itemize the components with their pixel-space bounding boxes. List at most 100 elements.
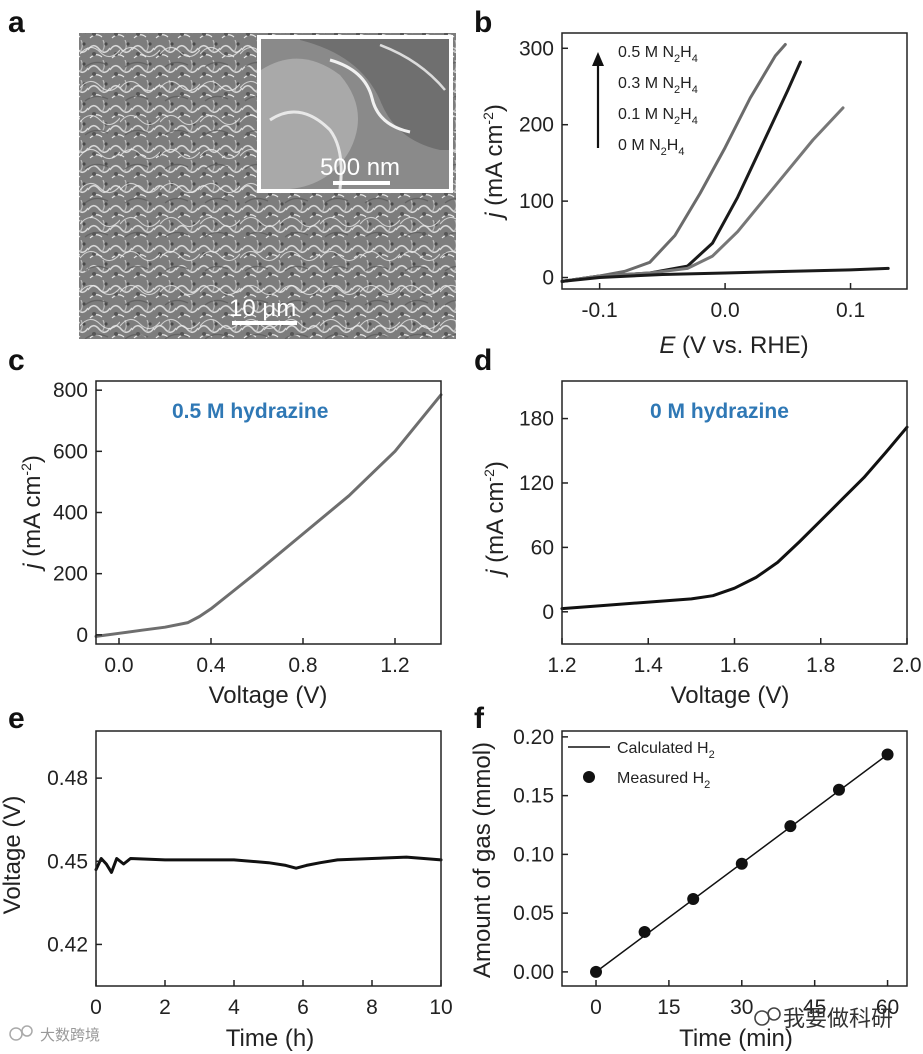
chart-d-xtick-label: 1.2 bbox=[547, 654, 576, 677]
chart-b-legend-entry: 0.5 M N2H4 bbox=[618, 44, 698, 65]
chart-b-ytick-label: 0 bbox=[542, 267, 554, 290]
chart-f-point bbox=[638, 925, 651, 938]
chart-d-xtick-label: 1.4 bbox=[634, 654, 664, 677]
chart-d-xtick-label: 1.6 bbox=[720, 654, 749, 677]
chart-e-xtick-label: 10 bbox=[429, 996, 452, 1019]
chart-b-series-3-line bbox=[560, 266, 890, 283]
chart-f-legend: Calculated H2 Measured H2 bbox=[568, 740, 715, 791]
chart-f-xtick-label: 15 bbox=[657, 996, 680, 1019]
chart-e-ytick-label: 0.48 bbox=[47, 767, 88, 790]
chart-b-ytick-label: 300 bbox=[519, 37, 554, 60]
panel-label-e: e bbox=[8, 702, 25, 735]
chart-d-xtick-label: 2.0 bbox=[892, 654, 921, 677]
chart-c-ytick-label: 200 bbox=[53, 563, 88, 586]
chart-b-legend: 0.5 M N2H4 0.3 M N2H4 0.1 M N2H4 0 M N2H4 bbox=[592, 44, 698, 158]
chart-b-legend-entry: 0.3 M N2H4 bbox=[618, 75, 698, 96]
chart-e-xtick-label: 0 bbox=[90, 996, 102, 1019]
chart-e-xtick-label: 2 bbox=[159, 996, 171, 1019]
chart-b-series-2-line bbox=[560, 106, 845, 283]
watermark-right: 我要做科研 bbox=[754, 1006, 893, 1031]
watermark-left: 大数跨境 bbox=[9, 1025, 100, 1044]
panel-label-c: c bbox=[8, 344, 25, 377]
chart-b-ticks: -0.1 0.0 0.1 0 100 200 300 bbox=[519, 37, 865, 322]
chart-d-ylabel: j (mA cm-2) bbox=[481, 461, 509, 578]
chart-c-series-0-line bbox=[94, 393, 443, 638]
panel-a: a 500 nm 10 μm bbox=[8, 6, 456, 339]
panel-label-f: f bbox=[474, 702, 485, 735]
chart-b-ylabel: j (mA cm-2) bbox=[480, 104, 508, 221]
chart-b: -0.1 0.0 0.1 0 100 200 300 0.5 M N2H4 0.3 M N2H… bbox=[480, 32, 908, 359]
panel-label-a: a bbox=[8, 6, 25, 39]
inset-scale-label: 500 nm bbox=[320, 154, 400, 181]
main-scale-bar bbox=[232, 321, 297, 325]
chart-f-xtick-label: 60 bbox=[876, 996, 899, 1019]
chart-e-xtick-label: 4 bbox=[228, 996, 240, 1019]
chart-f-xlabel: Time (min) bbox=[679, 1025, 793, 1052]
chart-c-xtick-label: 0.4 bbox=[196, 654, 226, 677]
chart-d-xtick-label: 1.8 bbox=[806, 654, 835, 677]
chart-c-ytick-label: 600 bbox=[53, 440, 88, 463]
chart-d-series-0-line bbox=[560, 425, 909, 611]
chart-f-ytick-label: 0.20 bbox=[513, 726, 554, 749]
inset-scale-bar bbox=[333, 181, 390, 185]
chart-d: 1.2 1.4 1.6 1.8 2.0 0 60 120 180 0 M hydrazine V… bbox=[481, 380, 922, 709]
chart-f-ytick-label: 0.00 bbox=[513, 961, 554, 984]
chart-c-ytick-label: 0 bbox=[76, 624, 88, 647]
chart-f-ytick-label: 0.05 bbox=[513, 902, 554, 925]
chart-f-series bbox=[590, 748, 894, 978]
chart-d-annotation: 0 M hydrazine bbox=[650, 400, 789, 423]
watermark-right-text: 我要做科研 bbox=[783, 1006, 893, 1031]
wechat-icon-right bbox=[754, 1010, 770, 1026]
chart-f-xtick-label: 30 bbox=[730, 996, 753, 1019]
chart-d-ytick-label: 0 bbox=[542, 601, 554, 624]
chart-f-ticks: 0 15 30 45 60 0.00 0.05 0.10 0.15 0.20 bbox=[513, 726, 899, 1019]
chart-f-ytick-label: 0.10 bbox=[513, 843, 554, 866]
chart-e-xlabel: Time (h) bbox=[226, 1025, 314, 1052]
chart-d-ytick-label: 60 bbox=[531, 536, 554, 559]
chart-f-xtick-label: 0 bbox=[590, 996, 602, 1019]
chart-f-point bbox=[687, 893, 700, 906]
chart-c-ylabel: j (mA cm-2) bbox=[18, 455, 46, 572]
chart-c-series bbox=[94, 393, 443, 638]
main-scale-label: 10 μm bbox=[229, 295, 296, 322]
chart-d-ytick-label: 180 bbox=[519, 408, 554, 431]
chart-c: 0.0 0.4 0.8 1.2 0 200 400 600 800 0.5 M hydrazin… bbox=[18, 379, 443, 709]
chart-f-ylabel: Amount of gas (mmol) bbox=[469, 742, 496, 978]
chart-c-xtick-label: 0.0 bbox=[104, 654, 133, 677]
chart-f-ytick-label: 0.15 bbox=[513, 785, 554, 808]
chart-f-point bbox=[784, 820, 797, 833]
wechat-icon bbox=[9, 1027, 23, 1041]
chart-f-point bbox=[881, 748, 894, 761]
chart-b-xlabel: E (V vs. RHE) bbox=[659, 332, 808, 359]
chart-c-ytick-label: 800 bbox=[53, 379, 88, 402]
chart-c-annotation: 0.5 M hydrazine bbox=[172, 400, 328, 423]
chart-b-xtick-label: 0.1 bbox=[836, 299, 865, 322]
chart-f-point bbox=[735, 857, 748, 870]
chart-b-series-0-line bbox=[560, 43, 787, 283]
chart-f-xtick-label: 45 bbox=[803, 996, 826, 1019]
chart-d-series bbox=[560, 425, 909, 611]
legend-marker-swatch bbox=[583, 771, 595, 783]
chart-b-frame bbox=[561, 32, 908, 290]
sem-inset: 500 nm bbox=[257, 35, 453, 193]
chart-e-ytick-label: 0.42 bbox=[47, 933, 88, 956]
chart-e: 0 2 4 6 8 10 0.42 0.45 0.48 Time (h) Voltage (V) bbox=[0, 730, 453, 1052]
chart-d-xlabel: Voltage (V) bbox=[671, 682, 790, 709]
chart-c-xtick-label: 0.8 bbox=[288, 654, 317, 677]
chart-b-xtick-label: 0.0 bbox=[710, 299, 739, 322]
sem-image: 500 nm 10 μm bbox=[79, 33, 456, 339]
chart-e-ticks: 0 2 4 6 8 10 0.42 0.45 0.48 bbox=[47, 767, 453, 1019]
chart-b-xtick-label: -0.1 bbox=[582, 299, 618, 322]
chart-f-point bbox=[590, 965, 603, 978]
chart-b-legend-entry: 0 M N2H4 bbox=[618, 137, 684, 158]
chart-e-ylabel: Voltage (V) bbox=[0, 796, 26, 915]
chart-b-series bbox=[560, 43, 890, 283]
chart-c-ticks: 0.0 0.4 0.8 1.2 0 200 400 600 800 bbox=[53, 379, 410, 677]
chart-b-ytick-label: 100 bbox=[519, 190, 554, 213]
chart-e-xtick-label: 8 bbox=[366, 996, 378, 1019]
chart-e-series-0-line bbox=[94, 855, 443, 874]
chart-c-ytick-label: 400 bbox=[53, 502, 88, 525]
chart-f: 0 15 30 45 60 0.00 0.05 0.10 0.15 0.20 Calculated… bbox=[469, 726, 908, 1052]
chart-e-ytick-label: 0.45 bbox=[47, 850, 88, 873]
chart-c-xlabel: Voltage (V) bbox=[209, 682, 328, 709]
